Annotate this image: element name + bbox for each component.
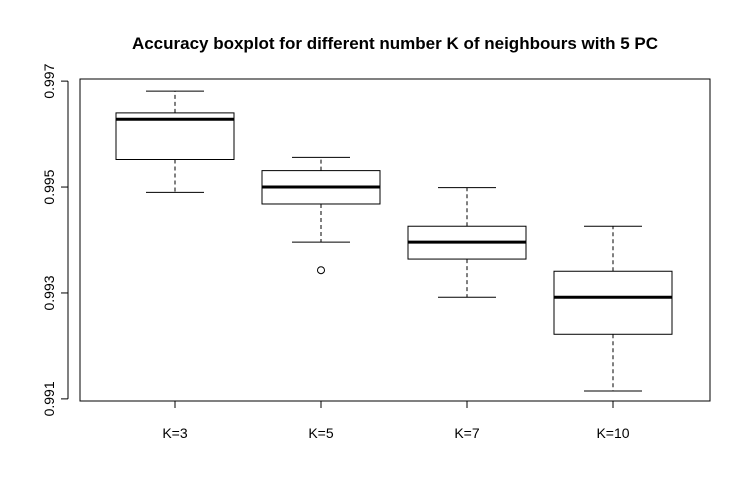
outlier-point-0: [317, 266, 325, 275]
y-axis: 0.991 0.993 0.995 0.997: [41, 63, 69, 416]
x-tick-label-2: K=7: [454, 425, 480, 441]
y-tick-label-3: 0.997: [41, 63, 57, 98]
box-2: [407, 187, 527, 298]
x-axis: K=3 K=5 K=7 K=10: [162, 400, 630, 441]
x-tick-label-1: K=5: [308, 425, 334, 441]
y-tick-label-1: 0.993: [41, 275, 57, 310]
box-0: [115, 90, 235, 193]
y-tick-label-0: 0.991: [41, 381, 57, 416]
box-1: [261, 156, 381, 275]
chart-title: Accuracy boxplot for different number K …: [132, 34, 658, 53]
x-tick-label-3: K=10: [596, 425, 629, 441]
iqr-box: [553, 270, 673, 335]
x-tick-label-0: K=3: [162, 425, 188, 441]
boxes: [115, 90, 673, 392]
y-tick-label-2: 0.995: [41, 169, 57, 204]
box-3: [553, 225, 673, 392]
